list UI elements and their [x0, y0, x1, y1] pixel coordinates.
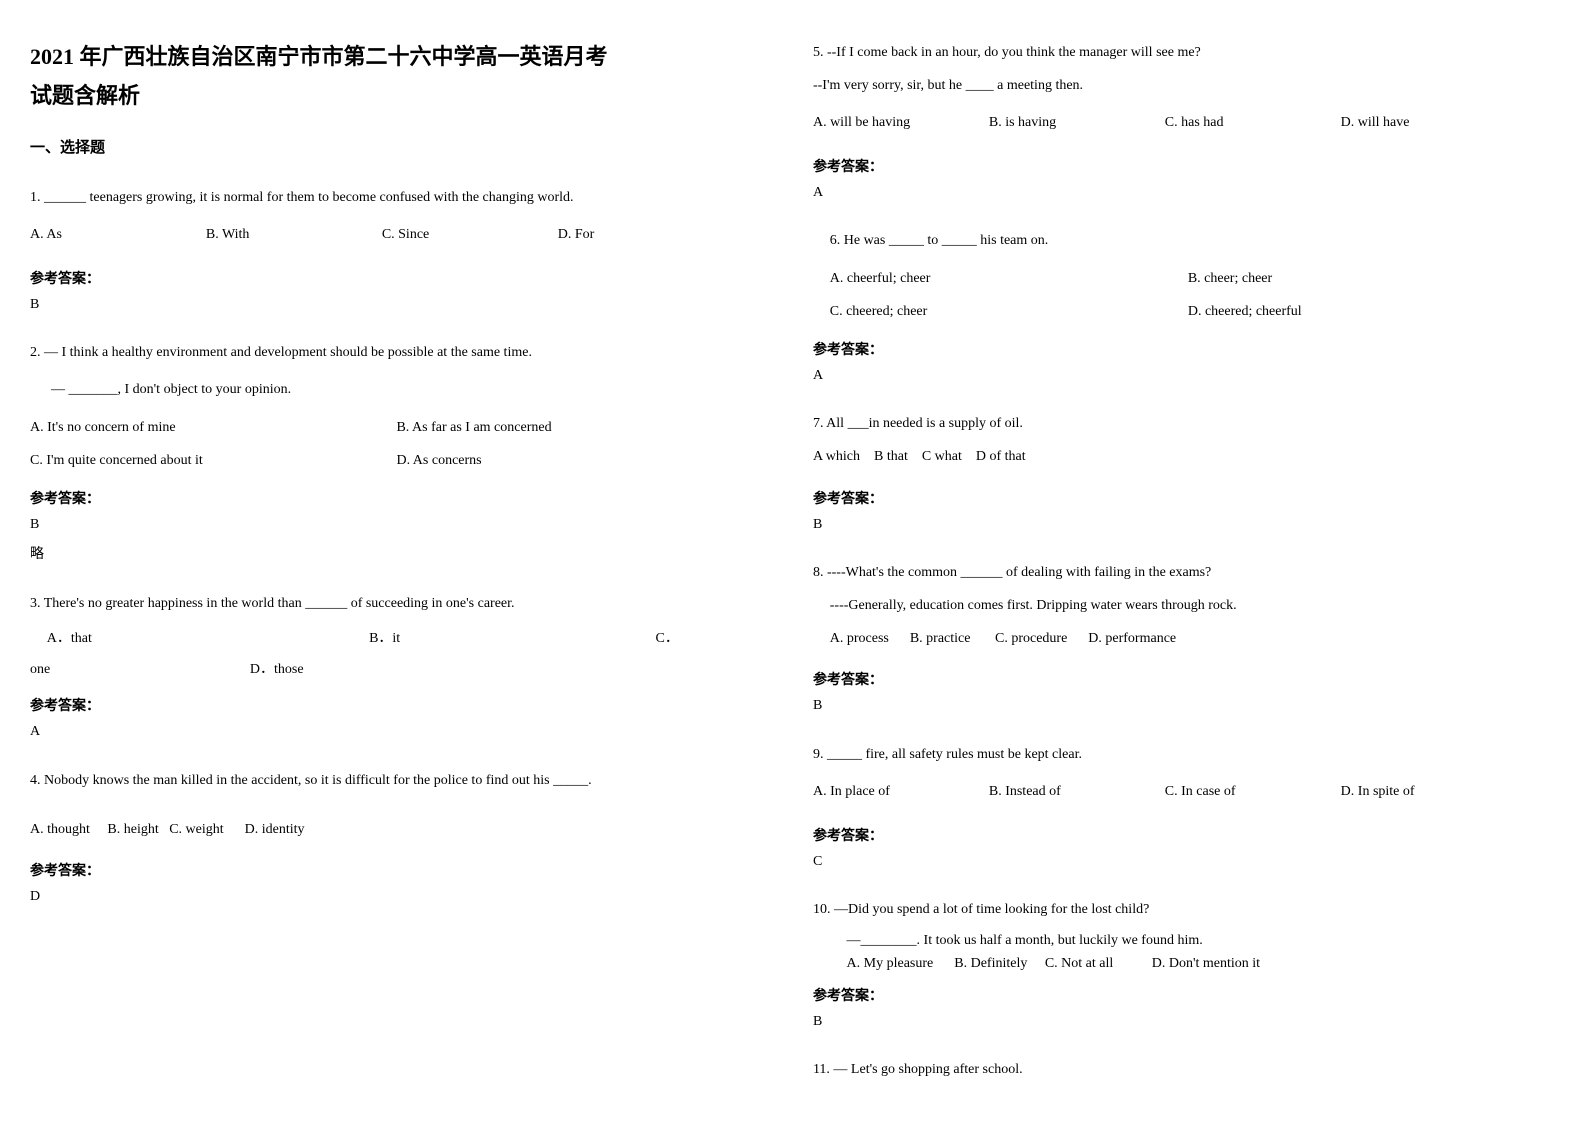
option: C．: [656, 624, 728, 655]
answer-label: 参考答案：: [813, 825, 1546, 845]
answer-value: C: [813, 851, 1546, 873]
answer-value: B: [30, 294, 763, 316]
question-stem: 10. —Did you spend a lot of time looking…: [813, 897, 1546, 922]
answer-value: B: [813, 695, 1546, 717]
answer-value: A: [30, 721, 763, 743]
option: D. will have: [1341, 106, 1517, 140]
option: B. As far as I am concerned: [396, 411, 762, 445]
answer-value: B: [813, 514, 1546, 536]
option: one: [30, 655, 250, 686]
option: C. Since: [382, 218, 558, 252]
option: A. will be having: [813, 106, 989, 140]
options-row: A. In place of B. Instead of C. In case …: [813, 775, 1546, 809]
question-stem: 8. ----What's the common ______ of deali…: [813, 560, 1546, 585]
question-stem: 3. There's no greater happiness in the w…: [30, 591, 763, 616]
options-row: A. As B. With C. Since D. For: [30, 218, 763, 252]
option: A. As: [30, 218, 206, 252]
options-block: A. cheerful; cheer B. cheer; cheer C. ch…: [813, 262, 1546, 329]
answer-label: 参考答案：: [813, 488, 1546, 508]
answer-label: 参考答案：: [30, 488, 763, 508]
option: D. In spite of: [1341, 775, 1517, 809]
answer-value: A: [813, 365, 1546, 387]
question-stem-cont: --I'm very sorry, sir, but he ____ a mee…: [813, 73, 1546, 98]
left-column: 2021 年广西壮族自治区南宁市市第二十六中学高一英语月考 试题含解析 一、选择…: [30, 40, 763, 1091]
option: C. In case of: [1165, 775, 1341, 809]
question-stem-cont: —________. It took us half a month, but …: [813, 930, 1546, 952]
option: B. is having: [989, 106, 1165, 140]
right-column: 5. --If I come back in an hour, do you t…: [813, 40, 1546, 1091]
option: B. Instead of: [989, 775, 1165, 809]
option: B. With: [206, 218, 382, 252]
options-row: A. will be having B. is having C. has ha…: [813, 106, 1546, 140]
exam-title-line1: 2021 年广西壮族自治区南宁市市第二十六中学高一英语月考: [30, 40, 763, 73]
answer-label: 参考答案：: [30, 268, 763, 288]
option: B．it: [369, 624, 655, 655]
option: C. cheered; cheer: [830, 295, 1188, 329]
answer-value: B: [813, 1011, 1546, 1033]
answer-label: 参考答案：: [813, 985, 1546, 1005]
question-stem: 9. _____ fire, all safety rules must be …: [813, 742, 1546, 767]
option: D. For: [558, 218, 734, 252]
option: A. It's no concern of mine: [30, 411, 396, 445]
question-stem: 5. --If I come back in an hour, do you t…: [813, 40, 1546, 65]
question-stem: 4. Nobody knows the man killed in the ac…: [30, 768, 763, 793]
question-stem-cont: ----Generally, education comes first. Dr…: [813, 593, 1546, 618]
options-row: A. My pleasure B. Definitely C. Not at a…: [813, 953, 1546, 975]
answer-value: A: [813, 182, 1546, 204]
option: C. I'm quite concerned about it: [30, 444, 396, 478]
option: A．that: [47, 624, 369, 655]
option: D. cheered; cheerful: [1188, 295, 1546, 329]
answer-label: 参考答案：: [813, 339, 1546, 359]
options-row: one D．those: [30, 655, 763, 686]
exam-title-line2: 试题含解析: [30, 79, 763, 112]
options-row: A．that B．it C．: [30, 624, 763, 655]
section-heading: 一、选择题: [30, 136, 763, 157]
option: C. has had: [1165, 106, 1341, 140]
answer-label: 参考答案：: [30, 695, 763, 715]
option: A. cheerful; cheer: [830, 262, 1188, 296]
option: D．those: [250, 655, 690, 686]
options-row: A. thought B. height C. weight D. identi…: [30, 817, 763, 842]
answer-label: 参考答案：: [30, 860, 763, 880]
question-stem: 6. He was _____ to _____ his team on.: [813, 228, 1546, 253]
question-stem: 2. — I think a healthy environment and d…: [30, 340, 763, 365]
options-row: A which B that C what D of that: [813, 444, 1546, 469]
options-block: A. It's no concern of mine B. As far as …: [30, 411, 763, 478]
option: D. As concerns: [396, 444, 762, 478]
question-stem: 1. ______ teenagers growing, it is norma…: [30, 185, 763, 210]
answer-label: 参考答案：: [813, 156, 1546, 176]
question-stem: 11. — Let's go shopping after school.: [813, 1057, 1546, 1082]
answer-value: B: [30, 514, 763, 536]
question-stem: 7. All ___in needed is a supply of oil.: [813, 411, 1546, 436]
option: A. In place of: [813, 775, 989, 809]
answer-label: 参考答案：: [813, 669, 1546, 689]
answer-value: D: [30, 886, 763, 908]
answer-extra: 略: [30, 544, 763, 566]
question-stem-cont: — _______, I don't object to your opinio…: [30, 377, 763, 402]
option: B. cheer; cheer: [1188, 262, 1546, 296]
options-row: A. process B. practice C. procedure D. p…: [813, 626, 1546, 651]
